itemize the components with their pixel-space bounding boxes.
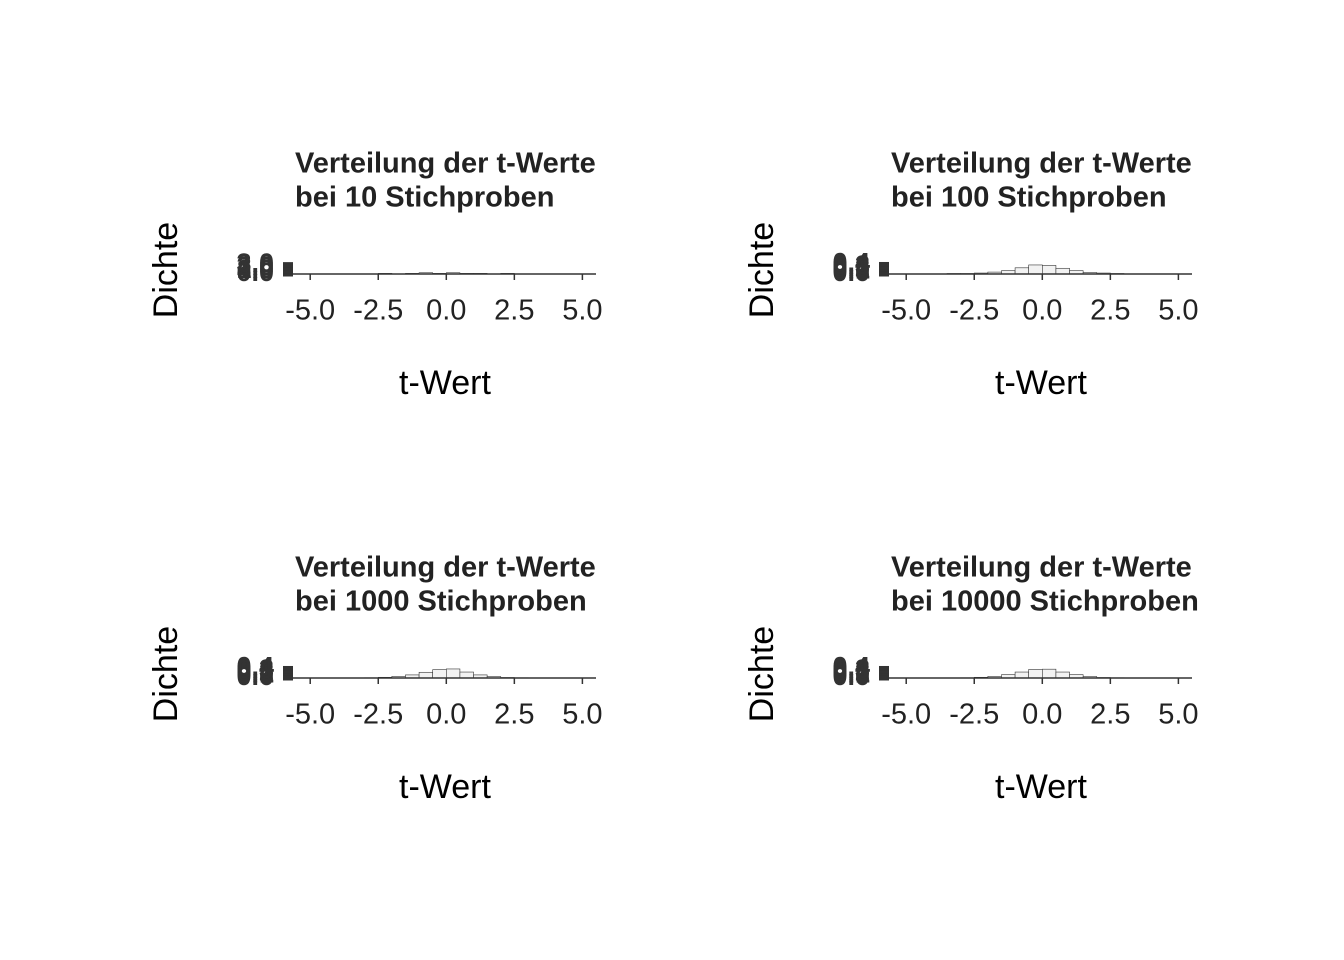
y-axis-label: Dichte <box>743 626 781 722</box>
bar <box>1014 267 1029 275</box>
x-tick-label: -2.5 <box>949 295 999 327</box>
x-tick-label: 0.0 <box>426 295 466 327</box>
x-tick-label: -5.0 <box>881 699 931 731</box>
y-tick-label: 0.3 <box>832 654 870 684</box>
y-axis-label: Dichte <box>147 626 185 722</box>
y-tick-label: 0.3 <box>236 654 274 684</box>
x-tick-label: 0.0 <box>426 699 466 731</box>
bar <box>1055 267 1070 275</box>
bar <box>459 671 474 679</box>
bar <box>1042 668 1057 679</box>
y-axis-label: Dichte <box>743 222 781 318</box>
y-tick-label: 3.0 <box>236 248 274 278</box>
bar <box>1028 264 1043 275</box>
y-tick-label: 0.4 <box>832 248 870 278</box>
chart-title: bei 10000 Stichproben <box>891 586 1199 618</box>
x-tick-label: 2.5 <box>494 699 534 731</box>
bar <box>1028 669 1043 679</box>
bar <box>446 668 461 679</box>
chart-title: Verteilung der t-Werte <box>891 552 1192 584</box>
y-tick-label: 1.0 <box>236 254 274 284</box>
bar <box>432 669 447 679</box>
chart-title: bei 100 Stichproben <box>891 182 1167 214</box>
y-tick-label: 0.0 <box>236 257 274 287</box>
x-tick-label: 5.0 <box>562 295 602 327</box>
x-axis-label: t-Wert <box>995 768 1087 806</box>
bar <box>1014 671 1029 679</box>
x-axis-label: t-Wert <box>995 364 1087 402</box>
chart-title: Verteilung der t-Werte <box>295 552 596 584</box>
y-tick-label: 2.0 <box>236 251 274 281</box>
chart-title: Verteilung der t-Werte <box>891 148 1192 180</box>
y-tick-label: 0.0 <box>236 661 274 691</box>
y-tick-label: 0.1 <box>236 659 274 689</box>
y-tick-label: 0.0 <box>832 661 870 691</box>
y-tick-label: 0.4 <box>236 652 274 682</box>
x-tick-label: 5.0 <box>1158 295 1198 327</box>
x-tick-label: 2.5 <box>494 295 534 327</box>
y-tick-label: 0.2 <box>832 252 870 282</box>
y-tick-label: 0.1 <box>832 255 870 285</box>
x-tick-label: -2.5 <box>353 295 403 327</box>
x-axis-label: t-Wert <box>399 768 491 806</box>
y-tick-label: 0.2 <box>832 656 870 686</box>
x-tick-label: -2.5 <box>949 699 999 731</box>
bar <box>418 671 433 679</box>
x-tick-label: -5.0 <box>285 295 335 327</box>
x-tick-label: 5.0 <box>1158 699 1198 731</box>
x-tick-label: 2.5 <box>1090 699 1130 731</box>
y-tick-label: 0.1 <box>832 659 870 689</box>
y-axis-label: Dichte <box>147 222 185 318</box>
x-tick-label: 0.0 <box>1022 295 1062 327</box>
chart-title: bei 10 Stichproben <box>295 182 554 214</box>
x-axis-label: t-Wert <box>399 364 491 402</box>
x-tick-label: -5.0 <box>881 295 931 327</box>
chart-title: Verteilung der t-Werte <box>295 148 596 180</box>
x-tick-label: 0.0 <box>1022 699 1062 731</box>
bar <box>1042 265 1057 275</box>
y-tick-label: 0.2 <box>236 656 274 686</box>
chart-title: bei 1000 Stichproben <box>295 586 587 618</box>
y-tick-label: 0.3 <box>832 250 870 280</box>
y-tick-label: 0.0 <box>832 257 870 287</box>
x-tick-label: -5.0 <box>285 699 335 731</box>
bar <box>1055 671 1070 679</box>
x-tick-label: 5.0 <box>562 699 602 731</box>
x-tick-label: -2.5 <box>353 699 403 731</box>
x-tick-label: 2.5 <box>1090 295 1130 327</box>
y-tick-label: 0.4 <box>832 652 870 682</box>
